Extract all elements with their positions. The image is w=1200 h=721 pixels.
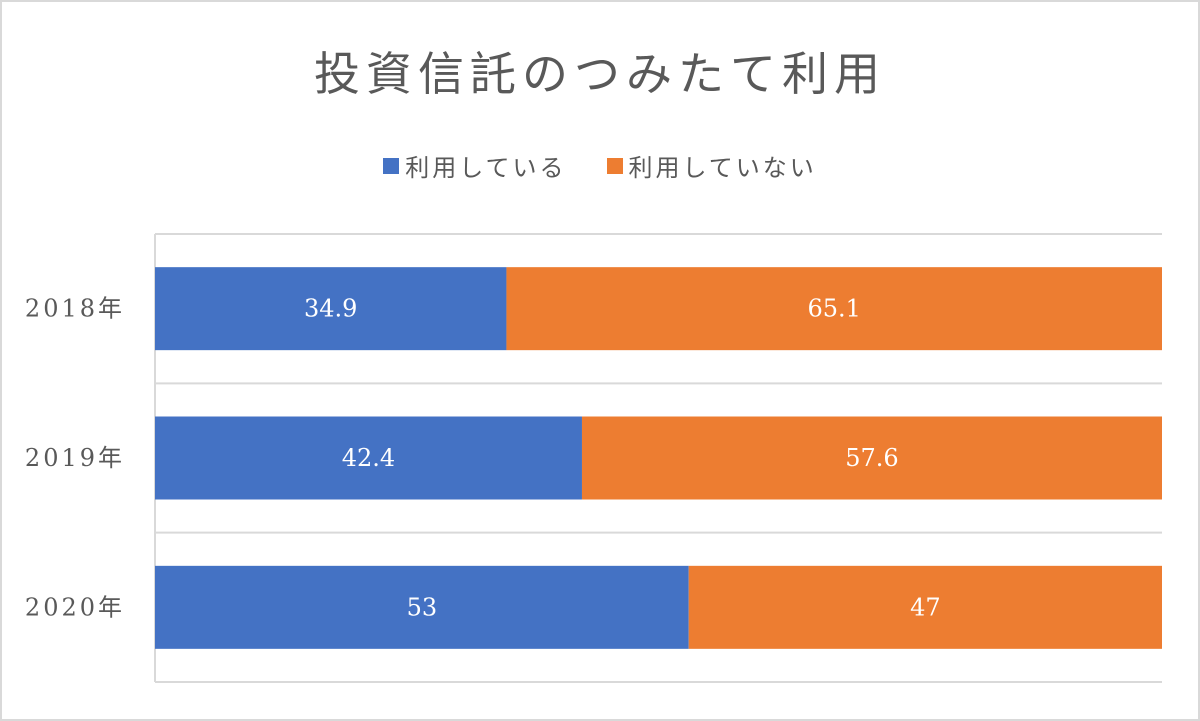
legend-item-using: 利用している: [383, 148, 566, 183]
data-label: 53: [407, 593, 438, 621]
bar-segment: [581, 416, 1162, 500]
legend-swatch-using: [383, 157, 400, 174]
chart-title: 投資信託のつみたて利用: [314, 47, 886, 101]
bar-segment: [688, 565, 1162, 649]
data-label: 34.9: [304, 295, 357, 323]
category-label: 2020年: [25, 593, 125, 621]
legend-item-not-using: 利用していない: [606, 148, 817, 183]
legend-label-not-using: 利用していない: [628, 154, 817, 182]
bar-segment: [155, 267, 507, 351]
data-label: 42.4: [342, 444, 395, 472]
data-label: 65.1: [808, 295, 861, 323]
legend-label-using: 利用している: [405, 154, 567, 182]
data-label: 57.6: [845, 444, 898, 472]
bar-segment: [155, 565, 689, 649]
bar-segment: [155, 416, 582, 500]
bar-segment: [506, 267, 1162, 351]
data-label: 47: [910, 593, 941, 621]
legend: 利用している 利用していない: [0, 148, 1200, 183]
legend-swatch-not-using: [606, 157, 623, 174]
category-label: 2018年: [25, 295, 125, 323]
category-label: 2019年: [25, 444, 125, 472]
